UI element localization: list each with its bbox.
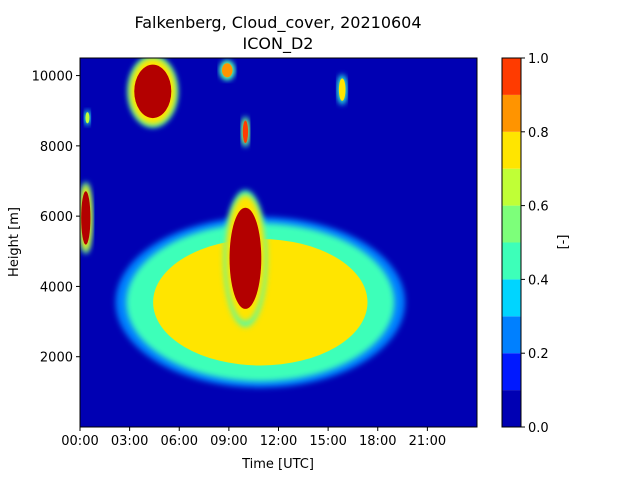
colorbar-segment xyxy=(502,353,521,391)
colorbar-tick-label: 0.2 xyxy=(528,347,549,362)
colorbar-segment xyxy=(502,58,521,95)
colorbar-tick-label: 0.0 xyxy=(528,421,549,436)
y-tick-label: 6000 xyxy=(40,210,73,225)
colorbar-segment xyxy=(502,279,521,317)
colorbar-segment xyxy=(502,242,521,280)
cloud-feature-dense-mid-level-core xyxy=(229,207,262,309)
cloud-feature-isolated-cell-8400-m xyxy=(242,120,249,144)
colorbar-segment xyxy=(502,131,521,169)
cloud-feature-isolated-cell-9600-m xyxy=(338,78,346,101)
chart-subtitle: ICON_D2 xyxy=(243,34,314,54)
colorbar-segment xyxy=(502,390,521,427)
cloud-features xyxy=(80,58,406,388)
chart-title: Falkenberg, Cloud_cover, 20210604 xyxy=(134,13,421,33)
colorbar-label: [-] xyxy=(556,235,571,250)
colorbar-tick-label: 0.6 xyxy=(528,200,549,215)
x-tick-label: 18:00 xyxy=(359,434,396,449)
cloud-feature-high-cloud-morning xyxy=(134,64,172,119)
cloud-feature-isolated-cell-8800-m xyxy=(85,112,90,124)
cloud-feature-high-cloud-near-09-00 xyxy=(221,63,233,78)
colorbar-segment xyxy=(502,94,521,132)
y-tick-label: 8000 xyxy=(40,140,73,155)
colorbar-tick-label: 0.4 xyxy=(528,273,549,288)
colorbar-segment xyxy=(502,316,521,354)
x-tick-label: 12:00 xyxy=(260,434,297,449)
x-tick-label: 15:00 xyxy=(309,434,346,449)
x-tick-label: 09:00 xyxy=(210,434,247,449)
y-tick-label: 10000 xyxy=(32,70,73,85)
colorbar-tick-label: 0.8 xyxy=(528,126,549,141)
x-axis-label: Time [UTC] xyxy=(241,457,314,472)
cloud-feature-early-low-column xyxy=(81,191,91,245)
x-tick-label: 21:00 xyxy=(409,434,446,449)
colorbar-segment xyxy=(502,205,521,243)
x-tick-label: 06:00 xyxy=(161,434,198,449)
colorbar-segment xyxy=(502,168,521,206)
y-tick-label: 2000 xyxy=(40,351,73,366)
y-axis-label: Height [m] xyxy=(7,207,22,277)
x-axis: 00:00 03:00 06:00 09:00 12:00 15:00 18:00 21:00 xyxy=(61,427,446,449)
x-tick-label: 00:00 xyxy=(61,434,98,449)
colorbar: 0.0 0.2 0.4 0.6 0.8 1.0 xyxy=(501,52,549,436)
y-axis: 2000 4000 6000 8000 10000 xyxy=(32,70,80,366)
x-tick-label: 03:00 xyxy=(111,434,148,449)
colorbar-frame xyxy=(501,57,522,428)
y-tick-label: 4000 xyxy=(40,280,73,295)
colorbar-tick-label: 1.0 xyxy=(528,52,549,67)
